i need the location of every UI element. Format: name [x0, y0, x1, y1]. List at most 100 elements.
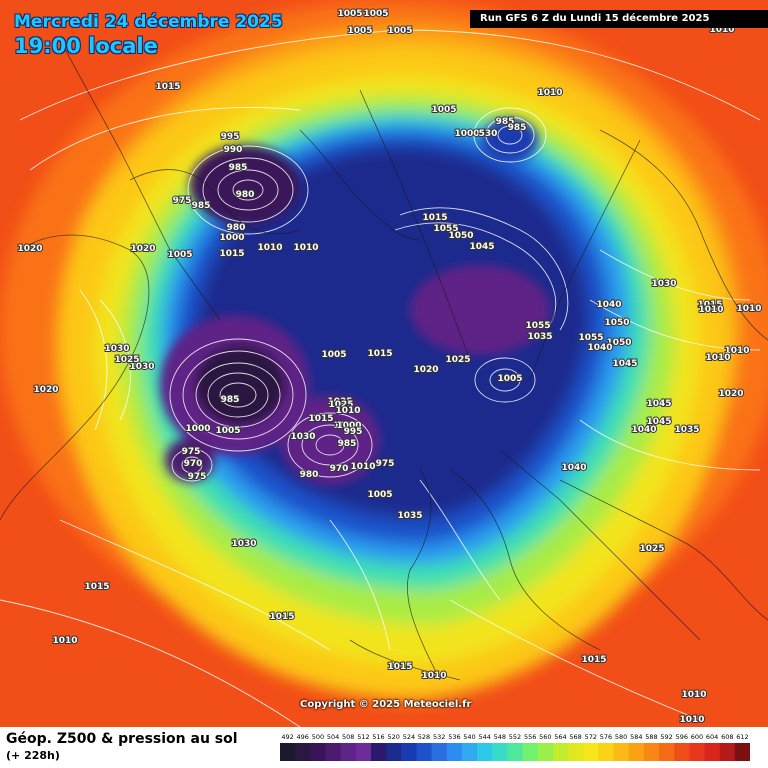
pressure-label: 1030	[290, 432, 315, 442]
pressure-label: 1000	[336, 421, 361, 431]
map-footer: Géop. Z500 & pression au sol (+ 228h) 49…	[0, 727, 768, 768]
pressure-label: 985	[508, 123, 527, 133]
scale-swatch	[674, 743, 690, 761]
pressure-label: 530	[479, 129, 498, 139]
scale-swatch	[613, 743, 630, 761]
scale-swatch	[325, 743, 342, 761]
pressure-label: 1045	[469, 242, 494, 252]
pressure-label: 1030	[651, 279, 676, 289]
scale-tick-label: 532	[433, 733, 445, 741]
scale-tick-label: 548	[494, 733, 506, 741]
pressure-label: 1005	[337, 9, 362, 19]
pressure-label: 980	[236, 190, 255, 200]
run-info-banner: Run GFS 6 Z du Lundi 15 décembre 2025	[470, 10, 768, 28]
scale-swatch	[371, 743, 387, 761]
pressure-label: 985	[338, 439, 357, 449]
pressure-label: 1010	[257, 243, 282, 253]
coastlines	[0, 39, 768, 681]
scale-swatch	[704, 743, 721, 761]
pressure-label: 1000	[185, 424, 210, 434]
pressure-label: 1020	[718, 389, 743, 399]
pressure-label: 1005	[367, 490, 392, 500]
pressure-label: 1025	[445, 355, 470, 365]
pressure-label: 990	[224, 145, 243, 155]
pressure-label: 980	[227, 223, 246, 233]
pressure-label: 1000	[454, 129, 479, 139]
scale-swatch	[522, 743, 539, 761]
pressure-label: 1005	[167, 250, 192, 260]
scale-swatch	[401, 743, 417, 761]
scale-tick-label: 600	[691, 733, 703, 741]
scale-tick-label: 612	[736, 733, 748, 741]
pressure-label: 1050	[448, 231, 473, 241]
pressure-label: 1020	[17, 244, 42, 254]
scale-swatch	[734, 743, 750, 761]
pressure-label: 985	[221, 395, 240, 405]
pressure-label: 1050	[604, 318, 629, 328]
pressure-label: 1025	[114, 355, 139, 365]
pressure-label: 1015	[269, 612, 294, 622]
forecast-hour: (+ 228h)	[6, 749, 60, 762]
scale-swatch	[689, 743, 706, 761]
scale-tick-label: 560	[539, 733, 551, 741]
scale-swatch	[280, 743, 296, 761]
pressure-label: 1040	[596, 300, 621, 310]
scale-swatch	[568, 743, 584, 761]
pressure-label: 1015	[697, 300, 722, 310]
pressure-label: 970	[184, 459, 203, 469]
pressure-label: 1010	[537, 88, 562, 98]
scale-swatch	[416, 743, 433, 761]
scale-tick-label: 492	[281, 733, 293, 741]
scale-swatch	[310, 743, 326, 761]
pressure-label: 1055	[433, 224, 458, 234]
pressure-label: 1010	[52, 636, 77, 646]
pressure-label: 975	[182, 447, 201, 457]
scale-tick-label: 512	[357, 733, 369, 741]
scale-tick-label: 564	[554, 733, 566, 741]
pressure-label: 1025	[327, 397, 352, 407]
scale-tick-label: 536	[448, 733, 460, 741]
scale-tick-label: 504	[327, 733, 339, 741]
pressure-label: 1005	[431, 105, 456, 115]
scale-swatch	[598, 743, 615, 761]
scale-tick-label: 596	[676, 733, 688, 741]
scale-swatch	[719, 743, 736, 761]
scale-swatch	[386, 743, 402, 761]
pressure-label: 995	[221, 132, 240, 142]
pressure-label: 1045	[646, 399, 671, 409]
pressure-label: 1010	[350, 462, 375, 472]
scale-tick-label: 604	[706, 733, 718, 741]
pressure-label: 1010	[705, 353, 730, 363]
scale-swatch	[340, 743, 357, 761]
scale-tick-label: 588	[645, 733, 657, 741]
pressure-label: 1000	[219, 233, 244, 243]
scale-swatch	[537, 743, 554, 761]
copyright-notice: Copyright © 2025 Meteociel.fr	[300, 699, 472, 710]
pressure-label: 1015	[219, 249, 244, 259]
scale-swatch	[659, 743, 675, 761]
pressure-label: 1040	[561, 463, 586, 473]
pressure-label: 985	[496, 117, 515, 127]
scale-tick-label: 576	[600, 733, 612, 741]
pressure-label: 1055	[525, 321, 550, 331]
scale-tick-label: 608	[721, 733, 733, 741]
pressure-label: 1040	[587, 343, 612, 353]
pressure-label: 1015	[84, 582, 109, 592]
scale-tick-label: 568	[569, 733, 581, 741]
forecast-date: Mercredi 24 décembre 2025	[14, 12, 283, 32]
pressure-label: 1005	[497, 374, 522, 384]
scale-swatch	[477, 743, 493, 761]
scale-swatch	[492, 743, 508, 761]
pressure-label: 1010	[293, 243, 318, 253]
pressure-label: 1020	[413, 365, 438, 375]
pressure-label: 1010	[335, 406, 360, 416]
scale-tick-label: 592	[660, 733, 672, 741]
scale-swatch	[461, 743, 478, 761]
scale-swatch	[507, 743, 524, 761]
pressure-label: 1035	[674, 425, 699, 435]
scale-tick-label: 500	[312, 733, 324, 741]
scale-tick-label: 516	[372, 733, 384, 741]
